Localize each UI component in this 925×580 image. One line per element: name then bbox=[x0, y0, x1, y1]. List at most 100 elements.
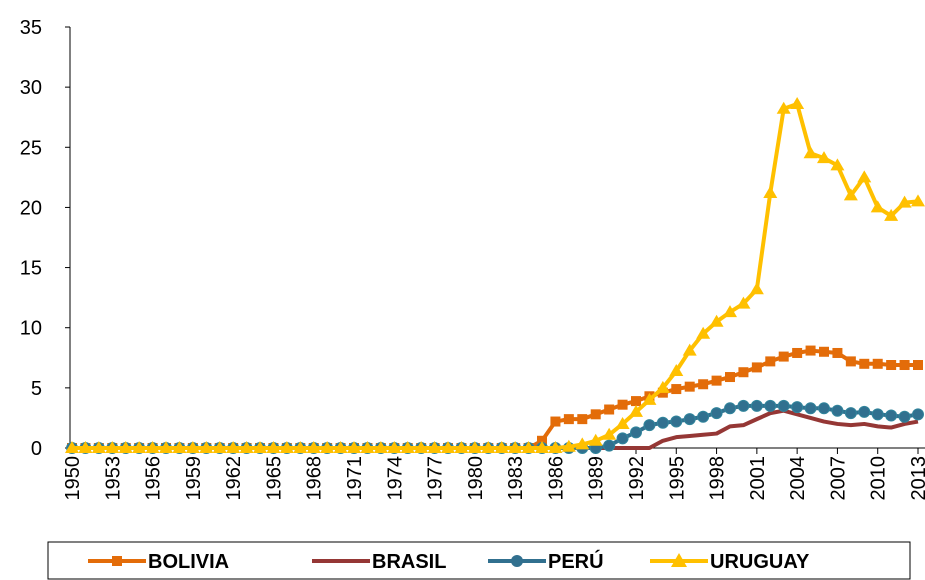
point-marker bbox=[670, 415, 683, 428]
point-marker bbox=[711, 375, 722, 386]
series bbox=[65, 96, 925, 453]
point-marker bbox=[724, 402, 736, 415]
point-marker bbox=[226, 441, 241, 453]
point-marker bbox=[872, 358, 883, 369]
point-marker bbox=[671, 384, 682, 395]
point-marker bbox=[306, 441, 321, 453]
point-marker bbox=[725, 372, 735, 383]
point-marker bbox=[870, 200, 885, 213]
point-marker bbox=[885, 409, 898, 422]
point-marker bbox=[682, 343, 697, 356]
y-tick-label: 20 bbox=[20, 197, 42, 219]
point-marker bbox=[293, 441, 308, 453]
x-tick-label: 1950 bbox=[62, 456, 84, 501]
point-marker bbox=[360, 441, 375, 453]
point-marker bbox=[78, 441, 93, 453]
x-tick-label: 1959 bbox=[183, 456, 205, 501]
x-tick-label: 2010 bbox=[868, 456, 890, 501]
x-tick-label: 1971 bbox=[344, 456, 366, 501]
point-marker bbox=[105, 441, 120, 453]
x-tick-label: 1989 bbox=[586, 456, 608, 501]
point-marker bbox=[172, 441, 187, 453]
y-tick-label: 35 bbox=[20, 17, 42, 39]
legend-marker bbox=[671, 553, 687, 567]
x-tick-label: 1983 bbox=[505, 456, 527, 501]
point-marker bbox=[736, 296, 751, 309]
point-marker bbox=[604, 404, 615, 415]
point-marker bbox=[279, 441, 294, 453]
point-marker bbox=[790, 96, 805, 109]
point-marker bbox=[831, 404, 844, 417]
point-marker bbox=[603, 439, 616, 452]
point-marker bbox=[400, 441, 415, 453]
point-marker bbox=[817, 151, 831, 164]
point-marker bbox=[845, 356, 856, 367]
point-marker bbox=[561, 439, 576, 452]
point-marker bbox=[777, 399, 790, 412]
y-tick-label: 30 bbox=[20, 77, 42, 99]
point-marker bbox=[508, 441, 523, 453]
point-marker bbox=[764, 399, 777, 412]
y-tick-label: 15 bbox=[20, 258, 42, 280]
point-marker bbox=[656, 416, 669, 429]
point-marker bbox=[698, 379, 709, 390]
x-tick-label: 1992 bbox=[626, 456, 648, 501]
x-tick-label: 1974 bbox=[384, 456, 406, 501]
x-tick-label: 1956 bbox=[143, 456, 165, 501]
point-marker bbox=[643, 419, 656, 432]
legend-label: BRASIL bbox=[372, 551, 446, 573]
point-marker bbox=[803, 146, 818, 159]
point-marker bbox=[683, 413, 696, 426]
point-marker bbox=[791, 401, 804, 414]
point-marker bbox=[199, 441, 214, 453]
point-marker bbox=[738, 367, 749, 378]
point-marker bbox=[615, 416, 630, 429]
x-tick-label: 1995 bbox=[666, 456, 688, 501]
point-marker bbox=[577, 414, 588, 425]
point-marker bbox=[441, 441, 455, 453]
point-marker bbox=[778, 351, 789, 362]
point-marker bbox=[65, 441, 79, 453]
x-tick-label: 1980 bbox=[465, 456, 487, 501]
series bbox=[67, 345, 923, 453]
point-marker bbox=[494, 441, 509, 453]
y-tick-label: 5 bbox=[31, 378, 42, 400]
point-marker bbox=[212, 441, 227, 453]
point-marker bbox=[590, 409, 601, 420]
legend-marker bbox=[112, 556, 122, 566]
point-marker bbox=[765, 356, 776, 367]
x-tick-label: 1962 bbox=[223, 456, 245, 501]
point-marker bbox=[709, 314, 724, 327]
point-marker bbox=[886, 360, 897, 371]
point-marker bbox=[630, 426, 642, 439]
point-marker bbox=[548, 441, 563, 453]
point-marker bbox=[912, 408, 924, 421]
point-marker bbox=[467, 441, 482, 453]
series-line bbox=[72, 408, 919, 450]
point-marker bbox=[804, 402, 817, 415]
point-marker bbox=[871, 408, 884, 421]
point-marker bbox=[819, 346, 829, 357]
point-marker bbox=[616, 432, 629, 445]
point-marker bbox=[602, 427, 617, 440]
point-marker bbox=[563, 414, 574, 425]
point-marker bbox=[884, 208, 899, 221]
point-marker bbox=[776, 101, 791, 114]
legend-label: URUGUAY bbox=[710, 551, 810, 573]
point-marker bbox=[481, 441, 496, 453]
point-marker bbox=[696, 326, 711, 339]
point-marker bbox=[818, 402, 830, 415]
point-marker bbox=[763, 185, 778, 198]
point-marker bbox=[749, 282, 764, 295]
legend-label: BOLIVIA bbox=[148, 551, 229, 573]
point-marker bbox=[669, 364, 684, 377]
point-marker bbox=[159, 441, 173, 453]
legend-marker bbox=[511, 555, 523, 567]
point-marker bbox=[629, 404, 643, 417]
point-marker bbox=[333, 441, 348, 453]
point-marker bbox=[858, 405, 871, 418]
point-marker bbox=[145, 441, 160, 453]
legend-label: PERÚ bbox=[548, 549, 604, 573]
point-marker bbox=[454, 441, 469, 453]
